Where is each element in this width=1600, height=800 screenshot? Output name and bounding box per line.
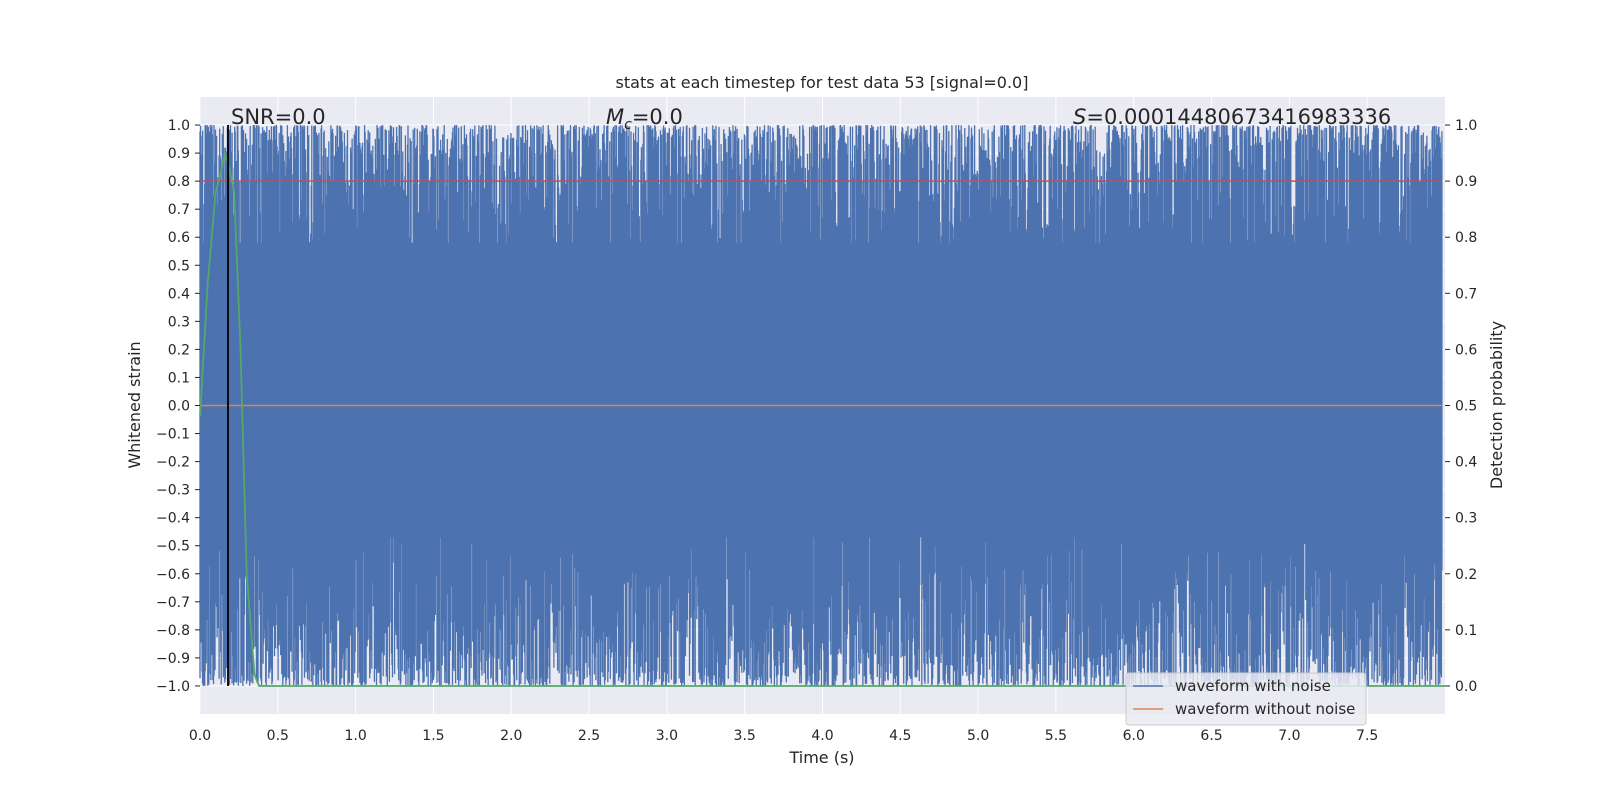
y-tick-label: −0.8	[156, 623, 190, 639]
y-tick-label: 0.7	[168, 202, 190, 218]
y-right-tick-label: 0.6	[1455, 342, 1477, 358]
x-tick-label: 3.0	[656, 728, 678, 744]
y-tick-label: 1.0	[168, 118, 190, 134]
x-tick-label: 4.0	[811, 728, 833, 744]
s-annotation: S=0.00014480673416983336	[1073, 105, 1391, 129]
y-tick-label: −0.9	[156, 651, 190, 667]
x-tick-label: 7.0	[1278, 728, 1300, 744]
y-right-tick-label: 0.8	[1455, 230, 1477, 246]
chirp-mass-annotation: Mc=0.0	[606, 105, 683, 133]
x-axis-label: Time (s)	[788, 748, 854, 767]
legend-label-clean: waveform without noise	[1175, 700, 1355, 718]
x-tick-label: 6.5	[1200, 728, 1222, 744]
y-tick-label: 0.8	[168, 174, 190, 190]
y-tick-label: 0.0	[168, 399, 190, 415]
y-tick-label: 0.6	[168, 230, 190, 246]
x-tick-label: 1.5	[422, 728, 444, 744]
y-tick-label: −1.0	[156, 679, 190, 695]
y-tick-label: −0.5	[156, 539, 190, 555]
y-right-tick-label: 0.3	[1455, 511, 1477, 527]
series-waveform-with-noise	[199, 125, 1443, 686]
mc-subscript: c	[624, 117, 632, 133]
y-tick-label: −0.4	[156, 511, 190, 527]
y-tick-label: −0.3	[156, 483, 190, 499]
y-tick-label: −0.7	[156, 595, 190, 611]
y-tick-label: 0.1	[168, 370, 190, 386]
x-tick-label: 7.5	[1356, 728, 1378, 744]
x-tick-label: 3.5	[734, 728, 756, 744]
y-tick-label: −0.6	[156, 567, 190, 583]
y-axis-label: Whitened strain	[125, 341, 144, 468]
y-axis-right-label: Detection probability	[1487, 321, 1506, 489]
y-tick-label: 0.2	[168, 342, 190, 358]
y-right-tick-label: 1.0	[1455, 118, 1477, 134]
y-tick-label: 0.5	[168, 258, 190, 274]
x-tick-label: 6.0	[1123, 728, 1145, 744]
legend-box	[1125, 672, 1367, 726]
y-right-tick-label: 0.2	[1455, 567, 1477, 583]
mc-value: =0.0	[632, 105, 683, 129]
y-right-tick-label: 0.9	[1455, 174, 1477, 190]
series-detection-probability	[199, 152, 1445, 687]
y-tick-label: −0.2	[156, 455, 190, 471]
x-tick-label: 0.0	[189, 728, 211, 744]
x-tick-label: 2.0	[500, 728, 522, 744]
x-tick-label: 5.5	[1045, 728, 1067, 744]
legend: waveform with noise waveform without noi…	[1125, 672, 1367, 726]
y-tick-label: 0.9	[168, 146, 190, 162]
y-tick-label: 0.4	[168, 286, 190, 302]
chart-title: stats at each timestep for test data 53 …	[616, 73, 1029, 92]
overlay-lines	[199, 125, 1445, 687]
tick-labels: 0.0 0.5 1.0 1.5 2.0 2.5 3.0 3.5 4.0 4.5 5.0 5.5 6.0 6…	[156, 118, 1477, 744]
s-value: =0.00014480673416983336	[1086, 105, 1391, 129]
snr-annotation: SNR=0.0	[231, 105, 326, 129]
y-tick-label: −0.1	[156, 427, 190, 443]
y-tick-label: 0.3	[168, 314, 190, 330]
y-right-tick-label: 0.7	[1455, 286, 1477, 302]
mc-symbol: M	[606, 105, 624, 129]
x-tick-label: 5.0	[967, 728, 989, 744]
x-tick-label: 4.5	[889, 728, 911, 744]
y-right-tick-label: 0.5	[1455, 399, 1477, 415]
legend-label-noise: waveform with noise	[1175, 677, 1331, 695]
s-symbol: S	[1073, 105, 1086, 129]
y-right-tick-label: 0.1	[1455, 623, 1477, 639]
y-right-tick-label: 0.0	[1455, 679, 1477, 695]
x-tick-label: 1.0	[344, 728, 366, 744]
x-tick-label: 2.5	[578, 728, 600, 744]
y-right-tick-label: 0.4	[1455, 455, 1477, 471]
x-tick-label: 0.5	[267, 728, 289, 744]
